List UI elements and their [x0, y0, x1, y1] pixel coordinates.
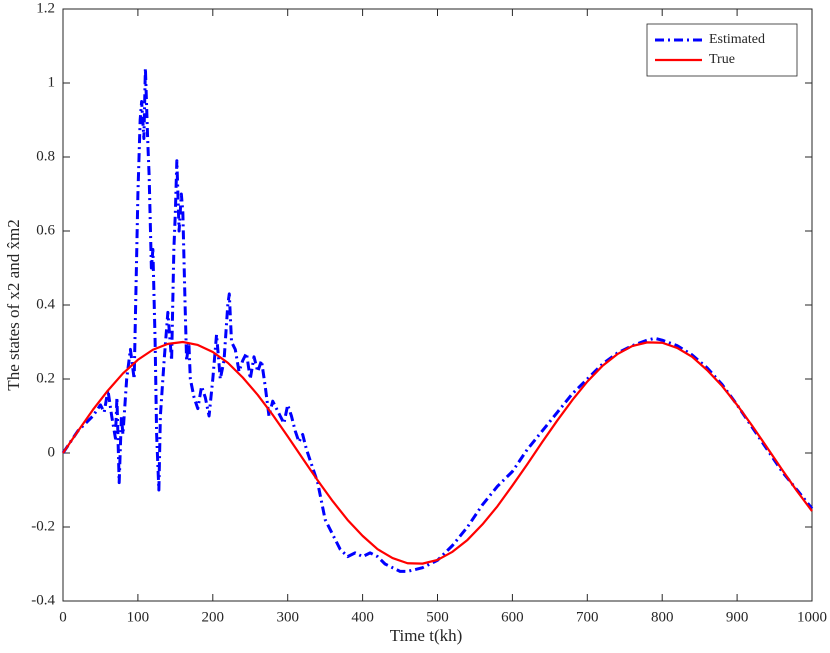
plot-area	[62, 8, 813, 602]
legend-box	[646, 23, 798, 77]
y-tick-label: -0.4	[31, 592, 55, 608]
y-tick-label: 1	[48, 74, 56, 90]
x-tick-label: 200	[202, 609, 225, 625]
y-tick-label: 1.2	[36, 0, 55, 16]
y-tick-label: 0.2	[36, 370, 55, 386]
x-tick-label: 600	[501, 609, 524, 625]
x-tick-label: 1000	[797, 609, 827, 625]
x-tick-label: 300	[276, 609, 299, 625]
legend-label: Estimated	[709, 32, 765, 47]
y-tick-label: 0	[48, 444, 56, 460]
y-axis-label: The states of x2 and x̂m2	[4, 219, 23, 390]
y-tick-label: -0.2	[31, 518, 55, 534]
x-tick-label: 500	[426, 609, 449, 625]
x-axis-label: Time t(kh)	[390, 626, 463, 645]
y-tick-label: 0.8	[36, 148, 55, 164]
y-tick-label: 0.6	[36, 222, 55, 238]
series-line	[61, 66, 814, 573]
series-line	[62, 340, 813, 565]
legend-label: True	[709, 52, 735, 67]
x-tick-label: 400	[351, 609, 374, 625]
x-tick-label: 900	[726, 609, 749, 625]
y-tick-label: 0.4	[36, 296, 55, 312]
x-tick-label: 100	[127, 609, 150, 625]
x-tick-label: 700	[576, 609, 599, 625]
x-tick-label: 0	[59, 609, 67, 625]
x-tick-label: 800	[651, 609, 674, 625]
